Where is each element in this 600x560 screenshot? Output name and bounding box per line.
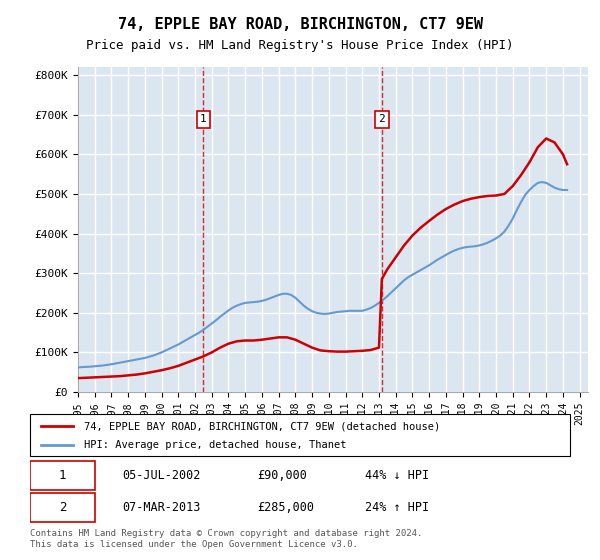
Text: 74, EPPLE BAY ROAD, BIRCHINGTON, CT7 9EW (detached house): 74, EPPLE BAY ROAD, BIRCHINGTON, CT7 9EW…	[84, 421, 440, 431]
Text: 74, EPPLE BAY ROAD, BIRCHINGTON, CT7 9EW: 74, EPPLE BAY ROAD, BIRCHINGTON, CT7 9EW	[118, 17, 482, 32]
Text: Contains HM Land Registry data © Crown copyright and database right 2024.: Contains HM Land Registry data © Crown c…	[30, 529, 422, 538]
Text: £285,000: £285,000	[257, 501, 314, 514]
Text: 07-MAR-2013: 07-MAR-2013	[122, 501, 200, 514]
Text: Price paid vs. HM Land Registry's House Price Index (HPI): Price paid vs. HM Land Registry's House …	[86, 39, 514, 52]
Text: 24% ↑ HPI: 24% ↑ HPI	[365, 501, 429, 514]
Text: 2: 2	[379, 114, 385, 124]
Text: 05-JUL-2002: 05-JUL-2002	[122, 469, 200, 482]
Text: 1: 1	[200, 114, 207, 124]
Text: HPI: Average price, detached house, Thanet: HPI: Average price, detached house, Than…	[84, 440, 347, 450]
FancyBboxPatch shape	[30, 414, 570, 456]
Text: 2: 2	[59, 501, 66, 514]
Text: This data is licensed under the Open Government Licence v3.0.: This data is licensed under the Open Gov…	[30, 540, 358, 549]
Text: 44% ↓ HPI: 44% ↓ HPI	[365, 469, 429, 482]
FancyBboxPatch shape	[30, 461, 95, 490]
Text: 1: 1	[59, 469, 66, 482]
FancyBboxPatch shape	[30, 493, 95, 522]
Text: £90,000: £90,000	[257, 469, 307, 482]
